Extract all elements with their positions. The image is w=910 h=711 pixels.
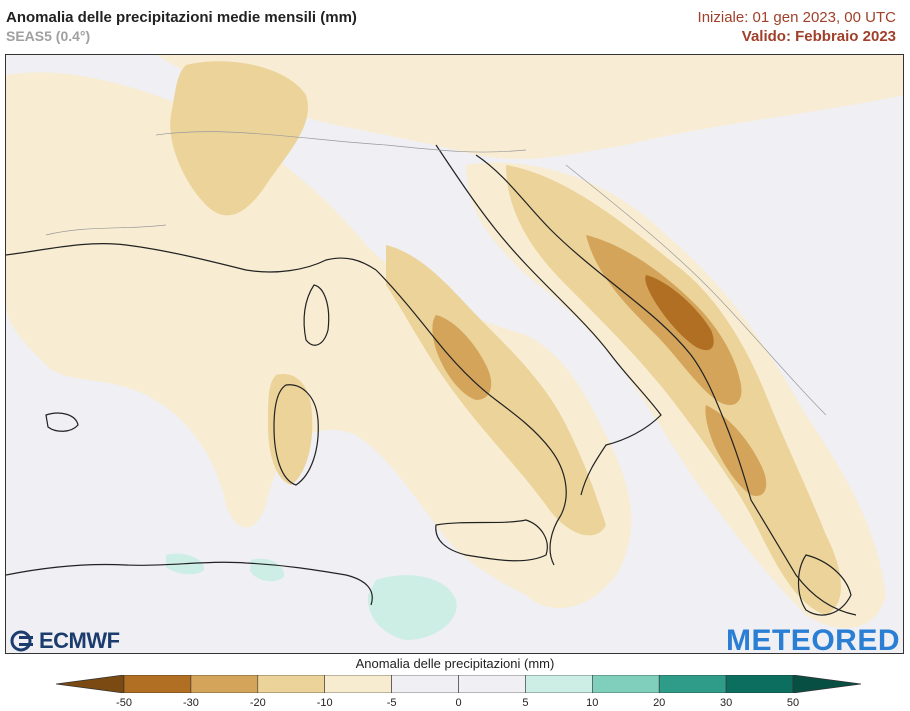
coastline-italy-east	[435, 144, 662, 496]
colorbar-title: Anomalia delle precipitazioni (mm)	[355, 656, 555, 671]
header-right: Iniziale: 01 gen 2023, 00 UTC Valido: Fe…	[698, 8, 896, 46]
colorbar-segment	[123, 675, 192, 693]
coastline-corsica	[303, 284, 330, 346]
border-france-spain	[45, 224, 167, 236]
precipitation-anomaly-map	[6, 55, 903, 653]
colorbar-tick-label: 10	[586, 697, 599, 709]
colorbar-segments	[123, 675, 794, 693]
ecmwf-logo: ECMWF	[10, 628, 120, 654]
colorbar-tick-label: -50	[116, 697, 132, 709]
ecmwf-icon	[10, 630, 33, 652]
header-left: Anomalia delle precipitazioni medie mens…	[6, 8, 357, 46]
colorbar-arrow-right	[792, 675, 861, 693]
colorbar-segment	[591, 675, 660, 693]
anomaly-area-wet-libya	[367, 575, 457, 640]
init-time: Iniziale: 01 gen 2023, 00 UTC	[697, 9, 896, 26]
colorbar-tick-label: 30	[719, 697, 733, 709]
border-alps	[155, 131, 527, 153]
anomaly-area-strong-dinarics	[586, 235, 742, 405]
coastline-mallorca	[45, 412, 79, 432]
page-title: Anomalia delle precipitazioni medie mens…	[6, 9, 357, 26]
coastline-greece	[797, 554, 852, 616]
model-subtitle: SEAS5 (0.4°)	[6, 28, 91, 44]
anomaly-area-mid-dinarics	[506, 165, 841, 615]
anomaly-area-mid-alps	[170, 61, 308, 216]
colorbar-arrow-left	[56, 675, 125, 693]
colorbar-segment	[458, 675, 526, 693]
anomaly-area-mid-sardinia	[268, 374, 313, 485]
colorbar-segment	[658, 675, 727, 693]
meteored-logo: METEORED	[725, 624, 900, 657]
anomaly-area-strong-apennines	[432, 315, 492, 400]
colorbar-segment	[324, 675, 392, 693]
colorbar-segment	[725, 675, 794, 693]
coastline-sardinia	[273, 384, 319, 486]
map-panel	[5, 54, 904, 654]
coastline-balkans	[475, 154, 857, 616]
coastlines	[6, 144, 857, 616]
coastline-north-africa	[6, 561, 373, 606]
country-borders	[45, 131, 827, 416]
colorbar-tick-label: 50	[786, 697, 800, 709]
border-balkans	[565, 164, 827, 416]
colorbar-segment	[257, 675, 326, 693]
anomaly-area-light-west	[6, 72, 632, 609]
coastline-sicily	[435, 519, 548, 562]
colorbar-tick-label: -20	[249, 697, 266, 709]
colorbar-segment	[190, 675, 259, 693]
colorbar-tick-label: -5	[386, 697, 397, 709]
colorbar-tick-label: 5	[522, 697, 529, 709]
colorbar-segment	[525, 675, 593, 693]
coastline-france-spain	[6, 243, 377, 273]
ecmwf-logo-text: ECMWF	[39, 628, 120, 653]
colorbar-tick-label: -30	[182, 697, 199, 709]
colorbar-tick-label: 0	[455, 697, 462, 709]
colorbar-tick-label: 20	[653, 697, 666, 709]
colorbar-tick-labels: -50 -30 -20 -10 -5 0 5 10 20 30 50	[0, 697, 910, 711]
anomaly-area-light-north	[156, 55, 903, 160]
colorbar-tick-label: -10	[316, 697, 333, 709]
colorbar	[56, 675, 861, 693]
anomaly-area-max-montenegro	[645, 275, 714, 351]
valid-period: Valido: Febbraio 2023	[741, 28, 896, 45]
colorbar-segment	[391, 675, 459, 693]
coastline-italy-west	[375, 269, 567, 566]
